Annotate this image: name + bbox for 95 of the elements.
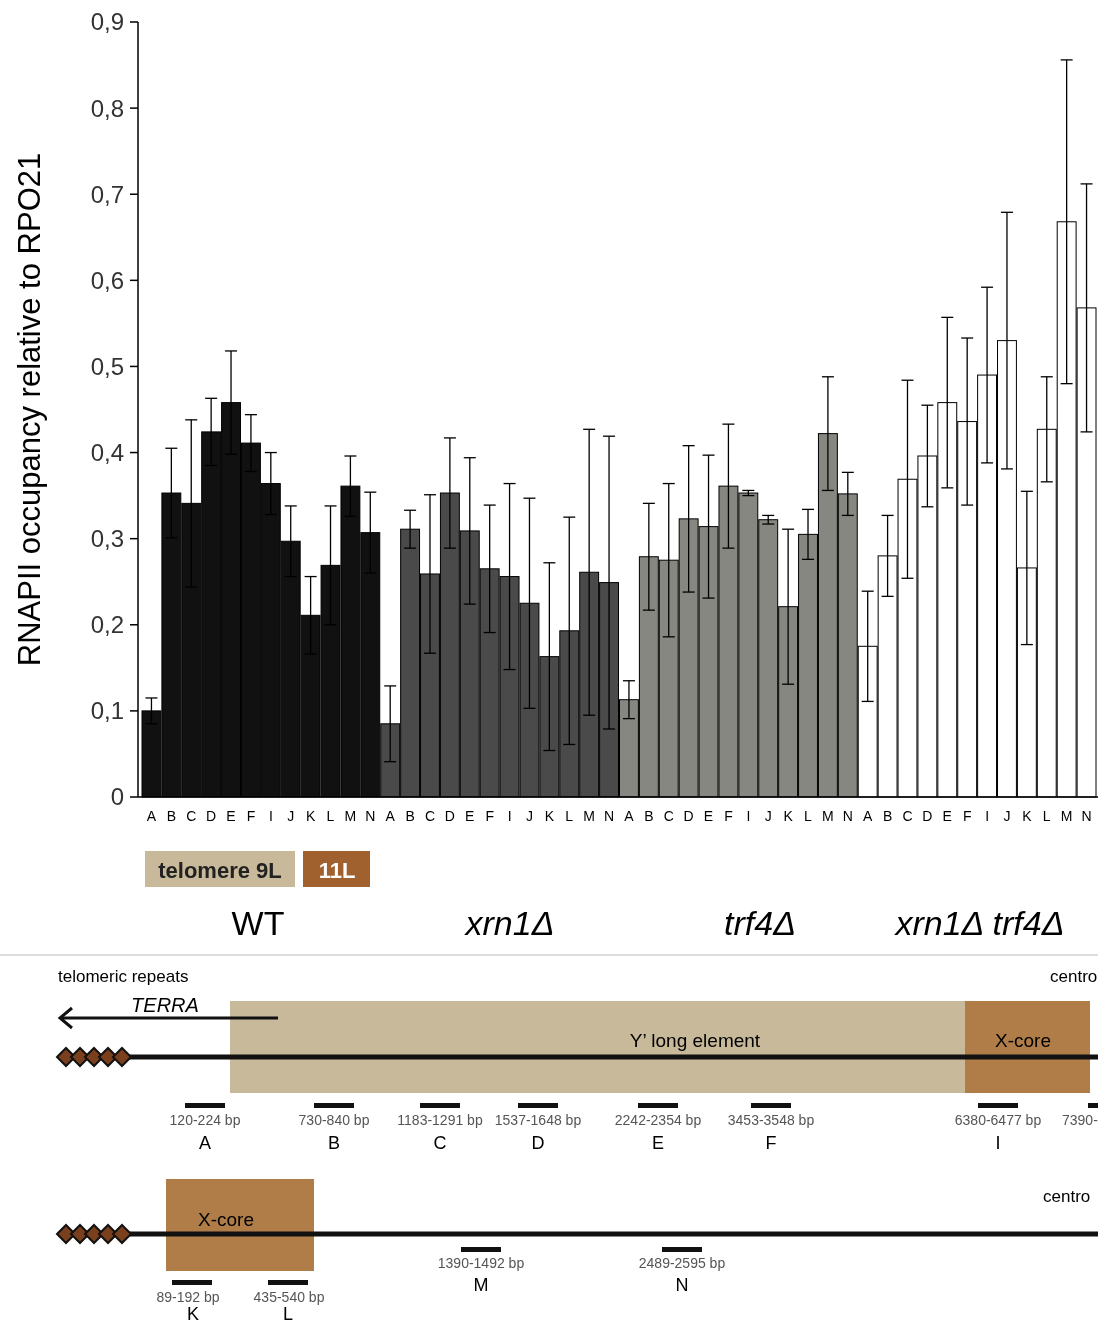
text: centro: [1043, 1187, 1091, 1206]
x-tick-label: A: [624, 808, 635, 824]
text: 2242-2354 bp: [614, 1112, 702, 1128]
text: 11L: [318, 858, 356, 883]
text: 1183-1291 bp: [397, 1112, 483, 1128]
x-tick-label: E: [942, 808, 952, 824]
text: trf4Δ: [724, 904, 796, 942]
text: WT: [231, 904, 285, 942]
text: A: [198, 1133, 212, 1153]
text: F: [765, 1133, 777, 1153]
x-tick-label: A: [146, 808, 157, 824]
x-tick-label: I: [985, 808, 990, 824]
y-tick-label: 0,8: [90, 94, 124, 122]
x-tick-label: D: [922, 808, 933, 824]
x-tick-label: J: [1003, 808, 1011, 824]
x-tick-label: D: [444, 808, 455, 824]
y-tick-label: 0: [110, 783, 124, 811]
text: X-core: [995, 1030, 1051, 1051]
text: xrn1Δ trf4Δ: [893, 904, 1065, 942]
text: K: [186, 1304, 200, 1324]
text: 6380-6477 bp: [954, 1112, 1042, 1128]
x-tick-label: M: [344, 808, 357, 824]
y-axis-title: RNAPII occupancy relative to RPO21: [12, 152, 47, 667]
text: 1537-1648 bp: [494, 1112, 582, 1128]
x-tick-label: I: [268, 808, 273, 824]
y-tick-label: 0,2: [90, 611, 124, 639]
x-tick-label: C: [186, 808, 197, 824]
text: 1390-1492 bp: [437, 1255, 525, 1271]
text: E: [651, 1133, 665, 1153]
y-tick-label: 0,5: [90, 352, 124, 380]
x-tick-label: N: [603, 808, 615, 824]
y-tick-label: 0,3: [90, 525, 124, 553]
x-tick-label: L: [326, 808, 335, 824]
x-tick-label: E: [703, 808, 714, 824]
x-tick-label: F: [485, 808, 494, 824]
text: 2489-2595 bp: [638, 1255, 726, 1271]
x-tick-label: E: [465, 808, 475, 824]
x-tick-label: F: [724, 808, 733, 824]
text: xrn1Δ: [463, 904, 555, 942]
text: TERRA: [131, 994, 199, 1016]
x-tick-label: J: [287, 808, 295, 824]
x-tick-label: K: [544, 808, 555, 824]
text: 7390-: [1062, 1112, 1098, 1128]
text: telomeric repeats: [58, 967, 189, 986]
x-tick-label: A: [863, 808, 874, 824]
y-tick-label: 0,6: [90, 266, 124, 294]
y-tick-label: 0,4: [90, 438, 124, 466]
x-tick-label: C: [902, 808, 913, 824]
text: C: [433, 1133, 447, 1153]
text: 89-192 bp: [156, 1289, 220, 1305]
x-tick-label: I: [746, 808, 751, 824]
x-tick-label: D: [206, 808, 217, 824]
y-tick-label: 0,1: [90, 697, 124, 725]
text: centro: [1050, 967, 1098, 986]
x-tick-label: J: [764, 808, 772, 824]
text: 435-540 bp: [253, 1289, 325, 1305]
x-tick-label: B: [882, 808, 893, 824]
x-tick-label: C: [663, 808, 674, 824]
x-tick-label: M: [822, 808, 834, 824]
x-tick-label: K: [305, 808, 316, 824]
x-tick-label: F: [962, 808, 972, 824]
text: D: [531, 1133, 545, 1153]
x-tick-label: M: [1060, 808, 1073, 824]
text: 730-840 bp: [298, 1112, 370, 1128]
x-tick-label: L: [804, 808, 813, 824]
x-tick-label: B: [166, 808, 177, 824]
text: M: [473, 1275, 489, 1295]
y-tick-label: 0,9: [90, 8, 124, 36]
text: B: [327, 1133, 341, 1153]
x-tick-label: B: [405, 808, 415, 824]
x-tick-label: M: [583, 808, 595, 824]
text: I: [995, 1133, 1001, 1153]
x-tick-label: N: [1081, 808, 1092, 824]
text: Y’ long element: [629, 1030, 761, 1051]
x-tick-label: N: [365, 808, 376, 824]
text: X-core: [198, 1209, 254, 1230]
x-tick-label: D: [683, 808, 694, 824]
x-tick-label: C: [424, 808, 436, 824]
text: 3453-3548 bp: [727, 1112, 815, 1128]
x-tick-label: L: [565, 808, 574, 824]
x-tick-label: E: [226, 808, 236, 824]
y-tick-label: 0,7: [90, 180, 124, 208]
x-tick-label: A: [385, 808, 396, 824]
text: N: [675, 1275, 689, 1295]
text: 120-224 bp: [169, 1112, 241, 1128]
x-tick-label: N: [842, 808, 853, 824]
text: L: [282, 1304, 294, 1324]
x-tick-label: K: [1022, 808, 1033, 824]
x-tick-label: K: [783, 808, 794, 824]
x-tick-label: I: [507, 808, 512, 824]
x-tick-label: J: [525, 808, 533, 824]
x-tick-label: L: [1042, 808, 1051, 824]
x-tick-label: F: [246, 808, 256, 824]
text: telomere 9L: [158, 858, 282, 883]
x-tick-label: B: [644, 808, 654, 824]
